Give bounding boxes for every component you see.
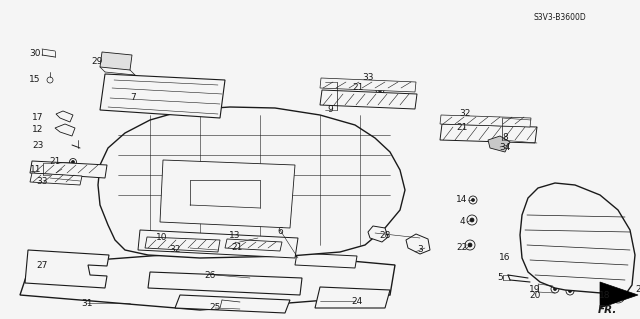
Text: 11: 11 <box>30 166 42 174</box>
Text: 21: 21 <box>49 158 61 167</box>
Circle shape <box>472 198 474 202</box>
Polygon shape <box>145 237 220 252</box>
Text: 21: 21 <box>456 123 468 132</box>
Polygon shape <box>440 115 531 127</box>
Text: 26: 26 <box>204 271 216 279</box>
Text: 9: 9 <box>327 105 333 114</box>
Text: S3V3-B3600D: S3V3-B3600D <box>534 13 586 23</box>
Text: 27: 27 <box>36 261 48 270</box>
Text: 17: 17 <box>32 114 44 122</box>
Text: 12: 12 <box>32 125 44 135</box>
Polygon shape <box>488 136 510 152</box>
Polygon shape <box>20 250 395 310</box>
Text: 15: 15 <box>29 75 41 84</box>
Polygon shape <box>175 295 290 313</box>
Text: 21: 21 <box>352 84 364 93</box>
Circle shape <box>257 236 259 240</box>
Polygon shape <box>30 173 82 185</box>
Text: 34: 34 <box>499 144 511 152</box>
Text: 3: 3 <box>417 246 423 255</box>
Text: 10: 10 <box>156 234 168 242</box>
Polygon shape <box>320 90 417 109</box>
Text: 28: 28 <box>380 231 390 240</box>
Text: 33: 33 <box>36 177 48 187</box>
Circle shape <box>614 292 623 300</box>
Circle shape <box>486 125 490 129</box>
Circle shape <box>525 254 529 256</box>
Text: 16: 16 <box>499 253 511 262</box>
Polygon shape <box>30 161 107 178</box>
Text: 24: 24 <box>351 296 363 306</box>
Text: 19: 19 <box>529 285 541 293</box>
Text: 25: 25 <box>209 303 221 313</box>
Polygon shape <box>440 124 537 143</box>
Polygon shape <box>148 272 302 295</box>
Polygon shape <box>368 226 388 242</box>
Text: 20: 20 <box>529 292 541 300</box>
Text: FR.: FR. <box>598 305 618 315</box>
Text: 13: 13 <box>229 231 241 240</box>
Text: 32: 32 <box>170 246 180 255</box>
Polygon shape <box>600 282 638 308</box>
Circle shape <box>358 298 362 302</box>
Polygon shape <box>98 107 405 258</box>
Text: 5: 5 <box>497 273 503 283</box>
Text: 23: 23 <box>32 142 44 151</box>
Text: 14: 14 <box>456 196 468 204</box>
Polygon shape <box>25 250 109 288</box>
Polygon shape <box>100 52 132 70</box>
Circle shape <box>568 290 572 293</box>
Polygon shape <box>55 124 75 136</box>
Text: 8: 8 <box>502 133 508 143</box>
Text: 22: 22 <box>456 243 468 253</box>
Text: 6: 6 <box>277 227 283 236</box>
Text: 32: 32 <box>460 108 470 117</box>
Circle shape <box>378 88 382 92</box>
Text: 31: 31 <box>81 299 93 308</box>
Circle shape <box>468 243 472 247</box>
Polygon shape <box>138 230 298 258</box>
Text: 7: 7 <box>130 93 136 101</box>
Polygon shape <box>406 234 430 254</box>
Circle shape <box>288 244 292 248</box>
Polygon shape <box>56 111 73 122</box>
Polygon shape <box>225 239 282 251</box>
Text: 18: 18 <box>599 292 611 300</box>
Text: 21: 21 <box>231 242 243 251</box>
Polygon shape <box>160 160 295 228</box>
Circle shape <box>470 218 474 222</box>
Text: 29: 29 <box>92 56 102 65</box>
Polygon shape <box>100 74 225 118</box>
Polygon shape <box>315 287 390 308</box>
Polygon shape <box>320 78 416 92</box>
Text: 30: 30 <box>29 48 41 57</box>
Circle shape <box>554 287 557 291</box>
Polygon shape <box>520 183 635 295</box>
Polygon shape <box>295 253 357 268</box>
Text: 2: 2 <box>635 286 640 294</box>
Text: 4: 4 <box>459 218 465 226</box>
Circle shape <box>72 160 74 164</box>
Text: 33: 33 <box>362 72 374 81</box>
